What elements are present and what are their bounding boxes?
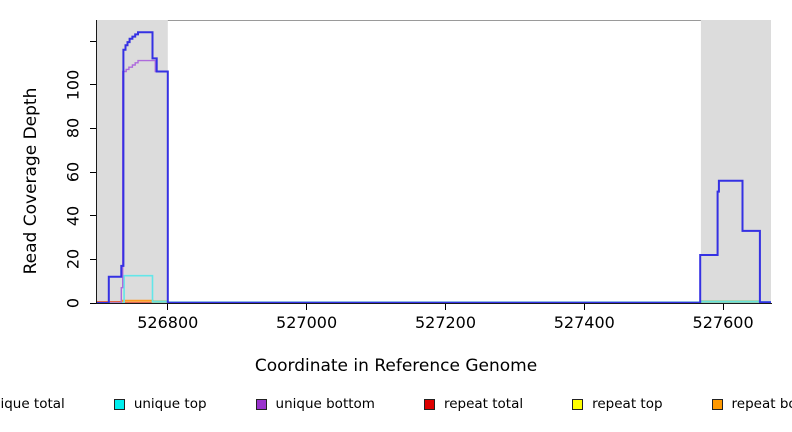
y-tick [90,171,96,173]
legend-item-unique-bottom: unique bottom [255,396,375,412]
y-tick-label: 60 [63,161,83,183]
x-tick-label: 527200 [414,313,477,332]
legend-item-unique-total: unique total [0,396,65,412]
legend-swatch-icon [255,398,267,410]
legend-label: repeat bottom [731,396,792,412]
y-tick-label: 20 [63,249,83,270]
x-tick-label: 527400 [553,313,615,332]
x-tick-label: 527000 [276,313,338,332]
legend-swatch-icon [572,398,584,410]
y-tick [90,215,96,217]
plot-canvas [97,20,771,303]
y-tick-label: 80 [63,118,83,139]
legend-label: unique total [0,396,65,412]
y-tick-label: 100 [63,69,83,100]
legend-label: repeat top [592,396,663,412]
legend-item-repeat-top: repeat top [572,396,663,412]
y-tick-label: 0 [63,297,83,309]
legend-item-repeat-bottom: repeat bottom [711,396,792,412]
y-tick-label: 40 [63,205,83,226]
legend-item-unique-top: unique top [113,396,207,412]
x-tick [445,304,446,310]
legend-label: unique top [133,396,207,412]
y-tick [90,258,96,260]
y-axis-title-text: Read Coverage Depth [21,87,41,275]
legend-swatch-icon [423,398,435,410]
x-axis-title: Coordinate in Reference Genome [254,356,538,376]
series-unique-total [97,31,771,303]
series-unique-top [97,274,771,303]
legend-item-repeat-total: repeat total [423,396,524,412]
legend-swatch-icon [711,398,723,410]
y-tick [90,40,96,42]
legend-label: repeat total [443,396,524,412]
series-unique-bottom [97,59,771,303]
y-tick [90,84,96,86]
x-tick-label: 527600 [692,313,754,332]
x-tick [306,304,308,310]
x-tick-label: 526800 [137,313,199,332]
y-tick [90,302,96,304]
y-tick [90,127,96,129]
x-tick [167,304,169,310]
plot-area: Read Coverage Depth [21,20,772,304]
legend-label: unique bottom [275,396,375,412]
legend-swatch-icon [113,398,125,410]
x-tick [583,304,585,310]
x-tick [722,304,724,310]
legend: unique total unique top unique bottom repea… [0,396,792,412]
